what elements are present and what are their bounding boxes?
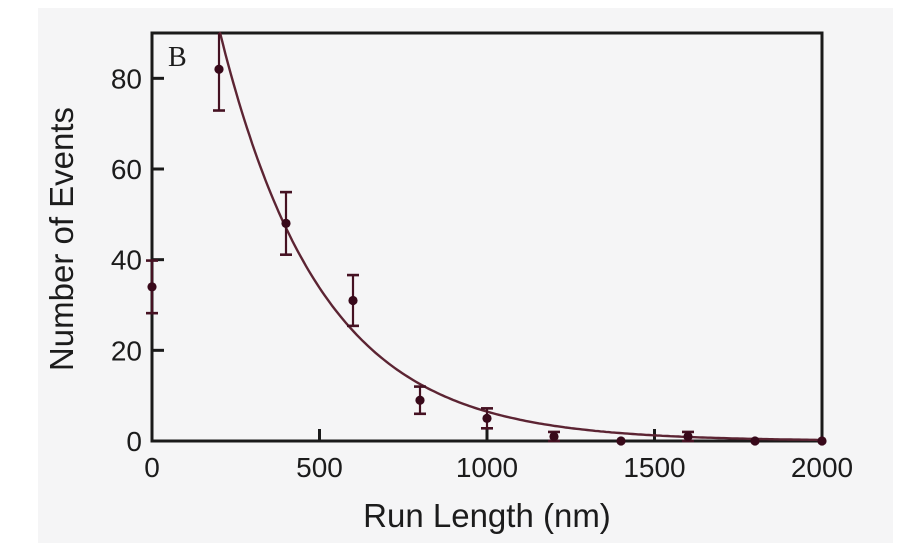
figure-panel — [38, 8, 893, 543]
y-tick-label: 80 — [111, 63, 142, 94]
data-point — [214, 64, 224, 74]
data-point — [683, 431, 693, 442]
x-tick-label: 1500 — [623, 452, 685, 483]
data-point — [482, 413, 492, 423]
y-tick-label: 60 — [111, 154, 142, 185]
data-point — [415, 395, 425, 405]
data-point — [750, 436, 760, 446]
y-axis-title: Number of Events — [43, 106, 80, 372]
panel-label: B — [168, 42, 187, 73]
data-point — [616, 436, 626, 446]
data-point — [817, 436, 827, 446]
data-point — [549, 431, 559, 442]
fit-curve — [218, 31, 824, 442]
y-tick-label: 0 — [126, 426, 142, 457]
data-point — [281, 218, 291, 228]
x-axis-title: Run Length (nm) — [363, 497, 611, 534]
x-tick-label: 1000 — [456, 452, 518, 483]
x-tick-label: 0 — [144, 452, 160, 483]
data-point — [147, 282, 157, 292]
plot-border — [150, 31, 824, 443]
x-tick-label: 2000 — [791, 452, 853, 483]
y-tick-label: 20 — [111, 335, 142, 366]
y-tick-label: 40 — [111, 245, 142, 276]
x-tick-label: 500 — [296, 452, 343, 483]
data-point — [348, 295, 358, 306]
